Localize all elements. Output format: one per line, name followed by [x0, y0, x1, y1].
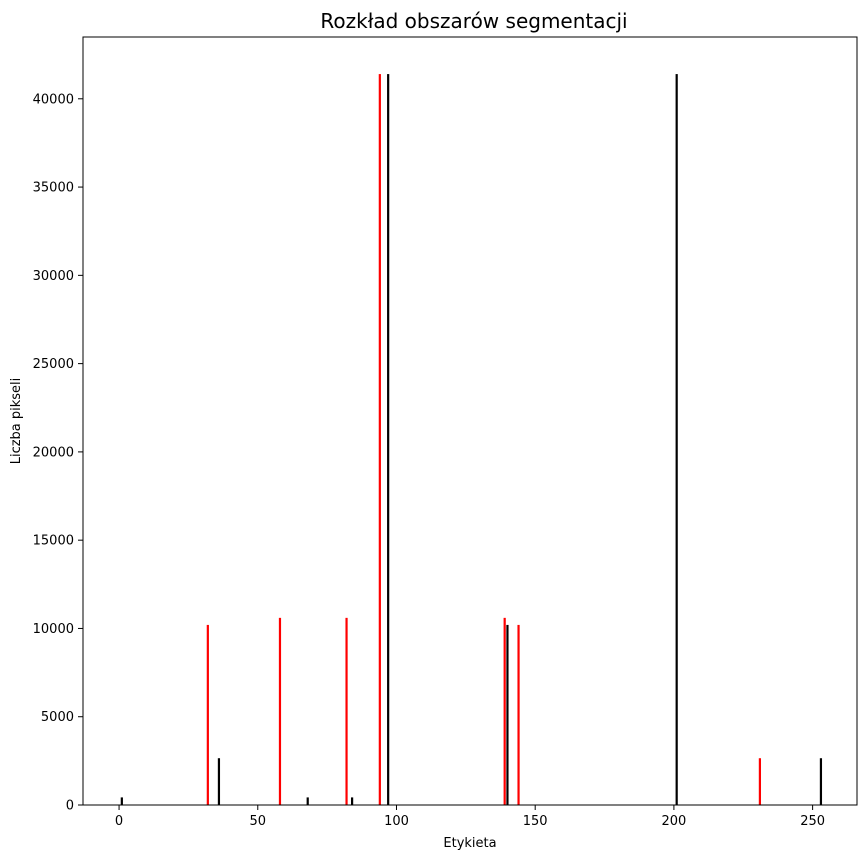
bar: [506, 624, 509, 805]
y-tick-label: 5000: [41, 710, 74, 725]
bar: [503, 617, 506, 805]
y-tick-label: 10000: [33, 622, 74, 637]
y-tick-label: 0: [66, 799, 74, 814]
y-tick-label: 15000: [33, 534, 74, 549]
y-tick-label: 25000: [33, 357, 74, 372]
y-tick-label: 40000: [33, 92, 74, 107]
y-tick-label: 30000: [33, 269, 74, 284]
bar: [350, 797, 354, 805]
bar: [278, 617, 282, 805]
x-tick-label: 250: [800, 814, 825, 829]
bar: [120, 797, 123, 805]
bar: [387, 74, 390, 805]
bar: [517, 624, 520, 805]
bar: [758, 758, 762, 805]
y-tick-label: 35000: [33, 181, 74, 196]
x-axis-label: Etykieta: [443, 836, 496, 851]
x-tick-label: 150: [523, 814, 548, 829]
x-tick-label: 100: [384, 814, 409, 829]
bar: [819, 758, 823, 805]
y-axis-ticks: 0 5000 10000 15000 20000 25000 30000 35000 40000: [33, 92, 83, 814]
x-tick-label: 200: [661, 814, 686, 829]
bar: [675, 74, 678, 805]
y-tick-label: 20000: [33, 445, 74, 460]
bar: [206, 624, 209, 805]
bar: [378, 74, 381, 805]
chart-title: Rozkład obszarów segmentacji: [320, 9, 627, 33]
x-axis-ticks: 0 50 100 150 200 250: [115, 805, 825, 829]
bar: [345, 617, 348, 805]
bars-group: [120, 74, 823, 805]
x-tick-label: 50: [250, 814, 267, 829]
bar: [217, 758, 221, 805]
plot-frame: [82, 36, 858, 806]
y-axis-label: Liczba pikseli: [9, 378, 24, 465]
bar: [306, 797, 309, 805]
x-tick-label: 0: [115, 814, 123, 829]
